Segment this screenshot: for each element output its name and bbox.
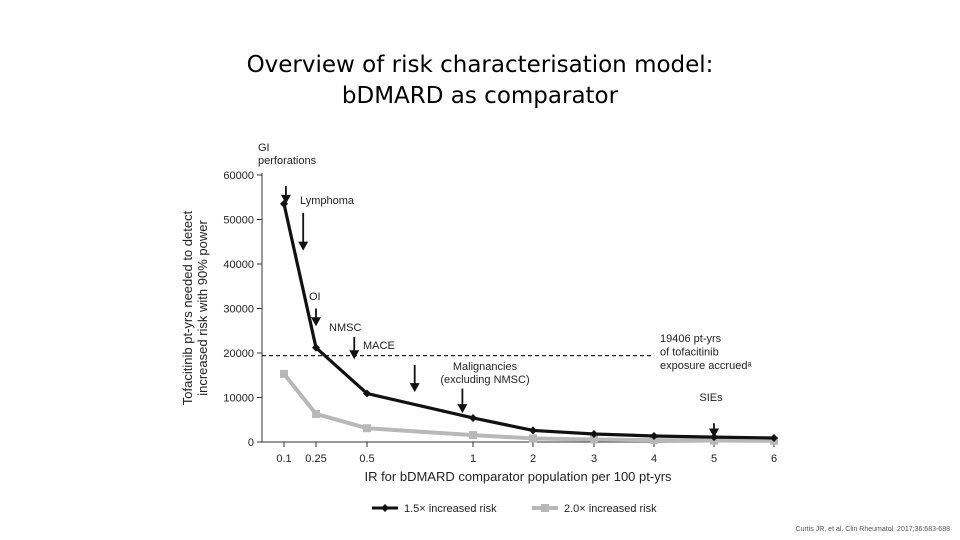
series-1-point	[650, 431, 658, 440]
annotation-label: OI	[309, 291, 321, 303]
series-1-point	[529, 426, 537, 435]
series-2-point	[280, 369, 288, 378]
citation: Curtis JR, et al. Clin Rheumatol. 2017;3…	[795, 526, 950, 533]
y-tick-label: 50000	[223, 215, 254, 227]
y-axis-label: Tofacitinib pt-yrs needed to detect incre…	[180, 210, 210, 405]
series-1-point	[469, 413, 477, 422]
annotation-arrow-head	[709, 428, 719, 438]
annotation-label: (excluding NMSC)	[440, 374, 529, 386]
x-tick-label: 1	[470, 453, 476, 465]
y-tick-label: 20000	[223, 348, 254, 360]
x-tick-label: 0.5	[359, 453, 374, 465]
series-2-point	[469, 431, 477, 440]
annotation-label: Malignancies	[453, 361, 518, 373]
reference-line-label: 19406 pt-yrs	[660, 333, 722, 345]
y-axis-label-line-1: Tofacitinib pt-yrs needed to detect	[180, 210, 195, 405]
y-tick-label: 30000	[223, 304, 254, 316]
series-2-point	[650, 436, 658, 445]
slide-title-line-1: Overview of risk characterisation model:	[246, 52, 714, 78]
annotation-label: SIEs	[699, 392, 723, 404]
annotation-arrow-head	[409, 383, 420, 393]
annotation-arrow-head	[298, 241, 309, 251]
x-tick-label: 2	[530, 453, 536, 465]
annotation-label: Lymphoma	[300, 195, 355, 207]
annotation-arrow-head	[311, 317, 321, 327]
y-tick-label: 40000	[223, 259, 254, 271]
y-tick-label: 60000	[223, 170, 254, 182]
y-tick-label: 0	[248, 437, 254, 449]
y-axis-label-line-2: increased risk with 90% power	[195, 220, 210, 396]
series-2-point	[529, 434, 537, 443]
series-1-point	[312, 343, 320, 352]
annotation-label: MACE	[363, 340, 395, 352]
annotation-label: perforations	[258, 155, 317, 167]
x-tick-label: 6	[771, 453, 777, 465]
series-1-point	[590, 429, 598, 438]
series-1-point	[770, 433, 778, 442]
series-2-point	[590, 435, 598, 444]
annotation-arrow-head	[349, 350, 360, 360]
x-axis-label: IR for bDMARD comparator population per …	[364, 469, 672, 484]
slide-title-line-2: b​DMARD as comparator	[341, 83, 619, 109]
y-tick-label: 10000	[223, 393, 254, 405]
reference-line-label: exposure accruedᵃ	[660, 360, 752, 372]
x-tick-label: 3	[591, 453, 597, 465]
legend-marker-2	[541, 504, 549, 512]
legend-label-2: 2.0× increased risk	[564, 503, 657, 515]
annotation-arrow-head	[457, 404, 468, 414]
annotation-arrow-head	[280, 194, 291, 204]
annotation-label: NMSC	[329, 322, 361, 334]
x-tick-label: 0.1	[276, 453, 291, 465]
slide-title: Overview of risk characterisation model:…	[0, 50, 960, 112]
legend-marker-1	[381, 504, 389, 512]
x-tick-label: 5	[711, 453, 717, 465]
legend-label-1: 1.5× increased risk	[404, 503, 497, 515]
series-2-point	[312, 409, 320, 418]
x-tick-label: 4	[651, 453, 657, 465]
x-tick-label: 0.25	[305, 453, 326, 465]
reference-line-label: of tofacitinib	[660, 347, 719, 359]
series-2-point	[363, 424, 371, 433]
annotation-label: GI	[258, 142, 270, 154]
series-1-point	[363, 389, 371, 398]
